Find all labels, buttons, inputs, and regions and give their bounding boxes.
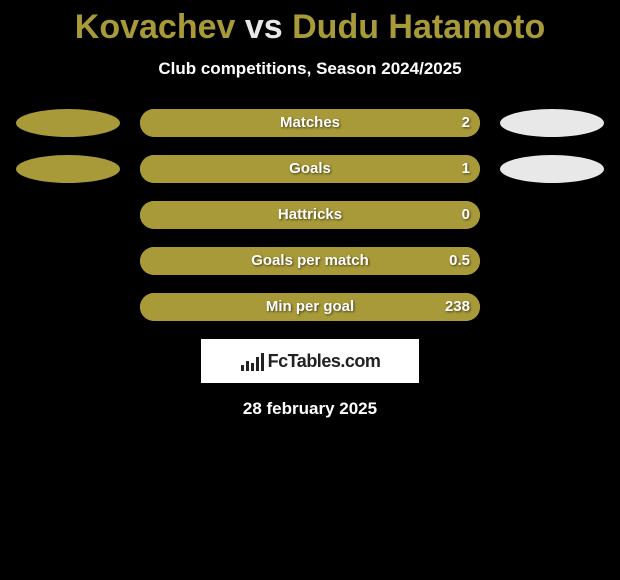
stat-row: Goals per match 0.5	[0, 247, 620, 275]
stat-bar: 0Hattricks0	[140, 201, 480, 229]
player-left-name: Kovachev	[75, 8, 245, 46]
stats-container: Matches20Goals10Hattricks0Goals per matc…	[0, 109, 620, 321]
stat-label: Hattricks	[278, 201, 342, 229]
stat-bar: Matches 2	[140, 109, 480, 137]
date-text: 28 february 2025	[0, 399, 620, 419]
logo-text: FcTables.com	[268, 351, 381, 372]
stat-bar: Goals per match 0.5	[140, 247, 480, 275]
stat-value-right: 1	[462, 155, 470, 183]
subtitle: Club competitions, Season 2024/2025	[0, 59, 620, 79]
stat-value-right: 0.5	[449, 247, 470, 275]
stat-bar-fill-left	[140, 155, 201, 183]
stat-label: Matches	[280, 109, 340, 137]
stat-row: Min per goal 238	[0, 293, 620, 321]
row-side-left	[8, 155, 128, 183]
stat-value-right: 238	[445, 293, 470, 321]
row-side-left	[8, 247, 128, 275]
player-right-oval-icon	[500, 155, 604, 183]
stat-bar: Min per goal 238	[140, 293, 480, 321]
page-title: Kovachev vs Dudu Hatamoto	[0, 0, 620, 47]
stat-label: Min per goal	[266, 293, 354, 321]
row-side-right	[492, 155, 612, 183]
row-side-left	[8, 293, 128, 321]
player-left-oval-icon	[16, 109, 120, 137]
stat-label: Goals	[289, 155, 331, 183]
player-right-oval-icon	[500, 109, 604, 137]
row-side-left	[8, 109, 128, 137]
row-side-right	[492, 247, 612, 275]
row-side-right	[492, 293, 612, 321]
stat-bar-fill-right	[201, 155, 480, 183]
stat-value-right: 0	[462, 201, 470, 229]
row-side-right	[492, 201, 612, 229]
stat-value-right: 2	[462, 109, 470, 137]
stat-bar: 0Goals1	[140, 155, 480, 183]
stat-row: Matches 2	[0, 109, 620, 137]
row-side-left	[8, 201, 128, 229]
player-left-oval-icon	[16, 155, 120, 183]
vs-text: vs	[245, 8, 292, 46]
stat-row: 0Goals1	[0, 155, 620, 183]
player-right-name: Dudu Hatamoto	[292, 8, 545, 46]
logo-box: FcTables.com	[201, 339, 419, 383]
stat-row: 0Hattricks0	[0, 201, 620, 229]
logo-chart-icon	[240, 351, 264, 371]
stat-label: Goals per match	[251, 247, 369, 275]
row-side-right	[492, 109, 612, 137]
